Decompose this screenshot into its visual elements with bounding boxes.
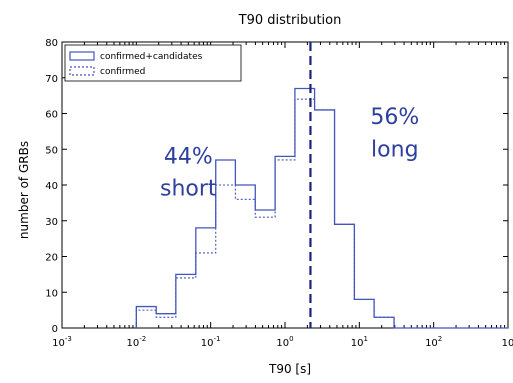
plot-area: 0 10 20 30 40 50 60 70 80 10-3 10-2 10-1 100 101 102 10… — [45, 38, 513, 349]
legend-label: confirmed — [100, 67, 145, 77]
chart-title: T90 distribution — [238, 13, 342, 28]
x-tick-label: 10 — [502, 338, 513, 349]
y-tick-label: 30 — [45, 217, 58, 228]
annotation-text: short — [160, 177, 217, 202]
y-tick-label: 10 — [45, 288, 58, 299]
legend-swatch — [69, 66, 95, 76]
y-tick-label: 0 — [52, 324, 58, 335]
legend-box — [64, 44, 242, 82]
y-axis-label: number of GRBs — [17, 141, 31, 239]
plot-frame — [61, 41, 509, 329]
legend-swatch — [69, 51, 95, 61]
x-tick-label: 10-1 — [201, 335, 221, 349]
annotation-text: long — [371, 137, 418, 162]
x-tick-label: 102 — [425, 335, 442, 349]
y-tick-label: 70 — [45, 74, 58, 85]
y-tick-label: 80 — [45, 38, 58, 49]
x-tick-label: 10-3 — [52, 335, 72, 349]
annotation-text: 56% — [370, 105, 419, 130]
histogram-series-1 — [135, 87, 508, 329]
x-tick-label: 101 — [351, 335, 368, 349]
y-tick-label: 50 — [45, 145, 58, 156]
legend-label: confirmed+candidates — [100, 52, 203, 62]
annotation-text: 44% — [164, 145, 213, 170]
x-axis-label: T90 [s] — [268, 362, 311, 376]
x-tick-label: 10-2 — [126, 335, 146, 349]
y-tick-label: 20 — [45, 253, 58, 264]
x-tick-label: 100 — [276, 335, 293, 349]
y-tick-label: 60 — [45, 110, 58, 121]
histogram-series-2 — [135, 98, 508, 329]
y-tick-label: 40 — [45, 181, 58, 192]
